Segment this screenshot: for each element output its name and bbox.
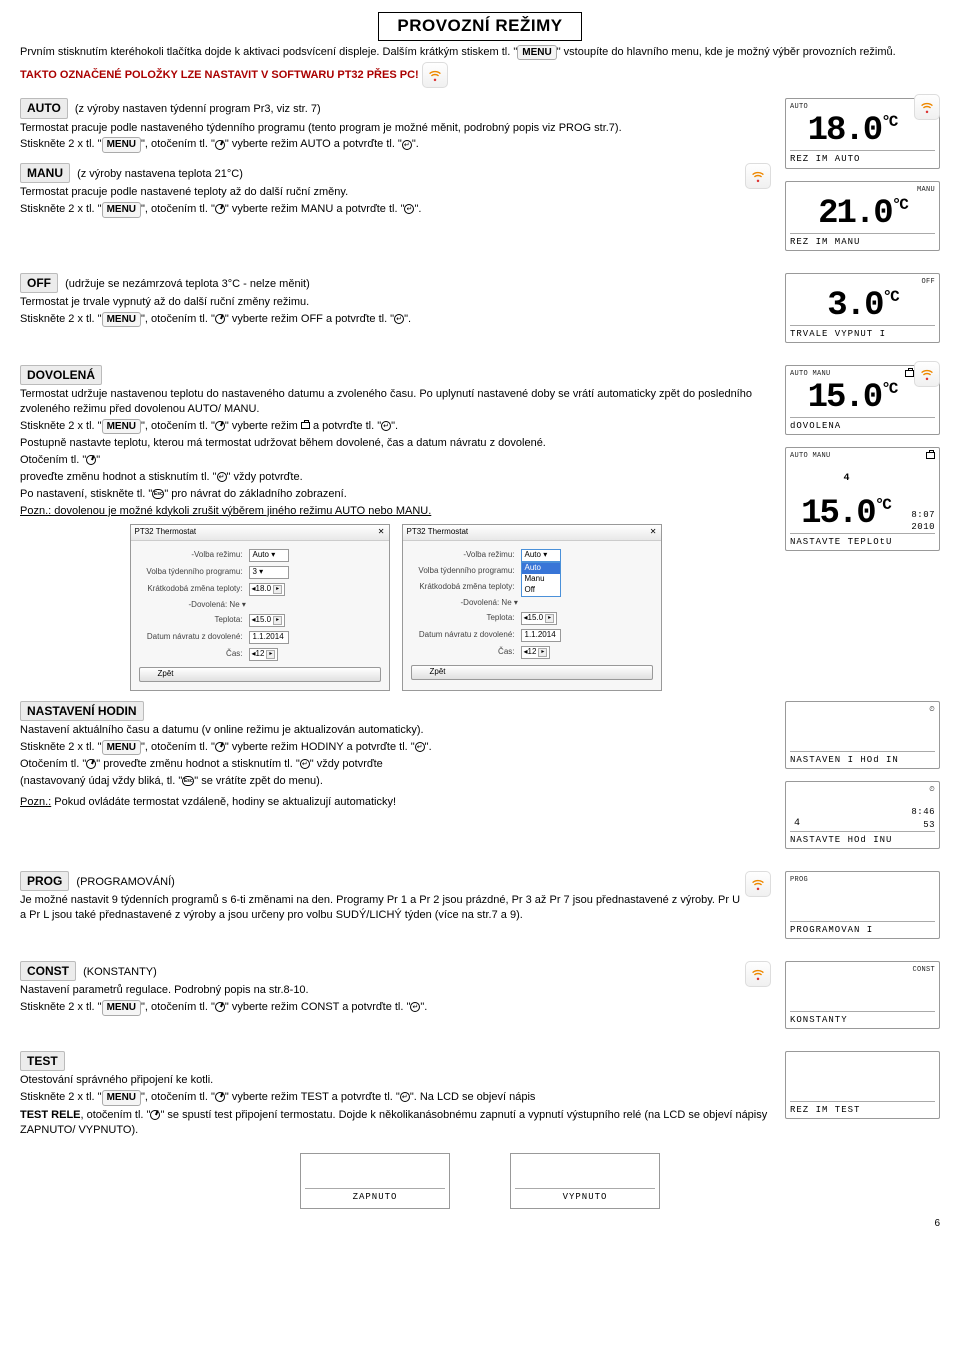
auto-p1: Termostat pracuje podle nastaveného týde… bbox=[20, 121, 771, 136]
prog-note: (PROGRAMOVÁNÍ) bbox=[76, 876, 174, 888]
auto-note: (z výroby nastaven týdenní program Pr3, … bbox=[75, 103, 321, 115]
enter-icon bbox=[404, 204, 414, 214]
const-tag: CONST bbox=[20, 961, 76, 981]
knob-icon bbox=[215, 140, 225, 150]
lcd-const: CONST KONSTANTY bbox=[785, 961, 940, 1029]
intro-part1: Prvním stisknutím kteréhokoli tlačítka d… bbox=[20, 46, 517, 58]
const-note: (KONSTANTY) bbox=[83, 966, 157, 978]
prog-select[interactable]: 3 ▾ bbox=[249, 566, 289, 579]
auto-p2: Stiskněte 2 x tl. "MENU", otočením tl. "… bbox=[20, 137, 771, 153]
lcd-off: OFF 3.0°C TRVALE VYPNUT I bbox=[785, 273, 940, 343]
prog-p1: Je možné nastavit 9 týdenních programů s… bbox=[20, 893, 771, 923]
esc-icon bbox=[152, 489, 164, 499]
lcd-prog: PROG PROGRAMOVAN I bbox=[785, 871, 940, 939]
hodin-p1: Nastavení aktuálního času a datumu (v on… bbox=[20, 723, 771, 738]
lcd-hod1: ⏲ NASTAVEN I HOd IN bbox=[785, 701, 940, 769]
manu-note: (z výroby nastavena teplota 21°C) bbox=[77, 168, 243, 180]
auto-tag: AUTO bbox=[20, 98, 68, 118]
knob-icon bbox=[215, 314, 225, 324]
dovolena-tag: DOVOLENÁ bbox=[20, 365, 102, 385]
dov-p6: Po nastavení, stiskněte tl. "" pro návra… bbox=[20, 487, 771, 502]
back-button[interactable]: Zpět bbox=[139, 667, 381, 682]
suitcase-icon bbox=[301, 422, 310, 429]
wifi-icon bbox=[914, 94, 940, 120]
lcd-manu: MANU 21.0°C REZ IM MANU bbox=[785, 181, 940, 251]
date-field[interactable]: 1.1.2014 bbox=[249, 631, 289, 644]
mode-select-open[interactable]: Auto ▾ Auto Manu Off bbox=[521, 549, 561, 562]
test-p1: Otestování správného připojení ke kotli. bbox=[20, 1073, 771, 1088]
dialog-2: PT32 Thermostat✕ -Volba režimu: Auto ▾ A… bbox=[402, 524, 662, 690]
off-p2: Stiskněte 2 x tl. "MENU", otočením tl. "… bbox=[20, 312, 771, 328]
lcd-test: REZ IM TEST bbox=[785, 1051, 940, 1119]
manu-tag: MANU bbox=[20, 163, 70, 183]
wifi-icon bbox=[745, 163, 771, 189]
dialog-1: PT32 Thermostat✕ -Volba režimu:Auto ▾ Vo… bbox=[130, 524, 390, 690]
manu-p2: Stiskněte 2 x tl. "MENU", otočením tl. "… bbox=[20, 202, 771, 218]
mode-dropdown[interactable]: Auto Manu Off bbox=[521, 562, 561, 596]
manu-p1: Termostat pracuje podle nastavené teplot… bbox=[20, 185, 771, 200]
menu-button-label: MENU bbox=[517, 45, 556, 61]
dov-p3: Postupně nastavte teplotu, kterou má ter… bbox=[20, 436, 771, 451]
test-tag: TEST bbox=[20, 1051, 65, 1071]
prog-tag: PROG bbox=[20, 871, 69, 891]
enter-icon bbox=[402, 140, 412, 150]
enter-icon bbox=[217, 472, 227, 482]
close-icon[interactable]: ✕ bbox=[378, 527, 385, 538]
knob-icon bbox=[215, 421, 225, 431]
back-button[interactable]: Zpět bbox=[411, 665, 653, 680]
temp-spinner[interactable]: ◂ 18.0 ▸ bbox=[249, 583, 286, 596]
const-p1: Nastavení parametrů regulace. Podrobný p… bbox=[20, 983, 771, 998]
off-p1: Termostat je trvale vypnutý až do další … bbox=[20, 295, 771, 310]
const-p2: Stiskněte 2 x tl. "MENU", otočením tl. "… bbox=[20, 1000, 771, 1016]
lcd-zapnuto: ZAPNUTO bbox=[300, 1153, 450, 1208]
dov-select[interactable]: Ne ▾ bbox=[229, 600, 245, 609]
hodin-p3: Otočením tl. "" proveďte změnu hodnot a … bbox=[20, 757, 771, 772]
off-note: (udržuje se nezámrzová teplota 3°C - nel… bbox=[65, 278, 310, 290]
close-icon[interactable]: ✕ bbox=[650, 527, 657, 538]
lcd-dov2: AUTO MANU 4 15.0°C 8:072010 NASTAVTE TEP… bbox=[785, 447, 940, 551]
dov-p7: Pozn.: dovolenou je možné kdykoli zrušit… bbox=[20, 504, 771, 519]
wifi-icon bbox=[745, 871, 771, 897]
knob-icon bbox=[215, 204, 225, 214]
enter-icon bbox=[381, 421, 391, 431]
time-spinner[interactable]: ◂ 12 ▸ bbox=[249, 648, 279, 661]
dov-p2: Stiskněte 2 x tl. "MENU", otočením tl. "… bbox=[20, 419, 771, 435]
off-tag: OFF bbox=[20, 273, 58, 293]
page-title: PROVOZNÍ REŽIMY bbox=[378, 12, 581, 41]
warning-text: TAKTO OZNAČENÉ POLOŽKY LZE NASTAVIT V SO… bbox=[20, 69, 419, 81]
hodin-p2: Stiskněte 2 x tl. "MENU", otočením tl. "… bbox=[20, 740, 771, 756]
dov-p1: Termostat udržuje nastavenou teplotu do … bbox=[20, 387, 771, 417]
wifi-icon bbox=[745, 961, 771, 987]
test-p2: Stiskněte 2 x tl. "MENU", otočením tl. "… bbox=[20, 1090, 771, 1106]
hodin-tag: NASTAVENÍ HODIN bbox=[20, 701, 144, 721]
hodin-p5: Pozn.: Pokud ovládáte termostat vzdáleně… bbox=[20, 795, 771, 810]
knob-icon bbox=[86, 455, 96, 465]
dov-p4: Otočením tl. "" bbox=[20, 453, 771, 468]
intro-part2: " vstoupíte do hlavního menu, kde je mož… bbox=[557, 46, 896, 58]
dov-p5: proveďte změnu hodnot a stisknutím tl. "… bbox=[20, 470, 771, 485]
intro: Prvním stisknutím kteréhokoli tlačítka d… bbox=[20, 45, 940, 61]
enter-icon bbox=[394, 314, 404, 324]
test-p3: TEST RELE, otočením tl. "" se spustí tes… bbox=[20, 1108, 771, 1138]
hodin-p4: (nastavovaný údaj vždy bliká, tl. "" se … bbox=[20, 774, 771, 789]
wifi-icon bbox=[914, 361, 940, 387]
page-number: 6 bbox=[20, 1217, 940, 1231]
lcd-hod2: ⏲ 4 8:4653 NASTAVTE HOd INU bbox=[785, 781, 940, 849]
dov-temp-spinner[interactable]: ◂ 15.0 ▸ bbox=[249, 614, 286, 627]
wifi-icon bbox=[422, 62, 448, 88]
mode-select[interactable]: Auto ▾ bbox=[249, 549, 289, 562]
lcd-vypnuto: VYPNUTO bbox=[510, 1153, 660, 1208]
